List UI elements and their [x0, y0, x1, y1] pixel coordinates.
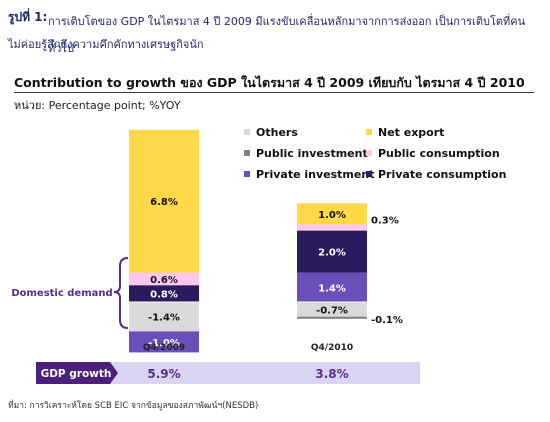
category-label-q4-2010: Q4/2010 [311, 343, 353, 353]
data-labels-layer: -1.4% -1.0% 0.8% 0.6% 6.8% -0.7% -0.1% 1.4% 2.0%… [148, 197, 403, 349]
legend-label-others: Others [256, 126, 298, 139]
bar-private-consumption-q4-2009 [129, 285, 199, 302]
data-label-private-investment-q4-2010: 1.4% [318, 283, 346, 294]
legend-swatch-public-investment [244, 150, 250, 156]
data-label-public-investment-q4-2010: -0.1% [371, 315, 403, 326]
source-footnote: ที่มา: การวิเคราะห์โดย SCB EIC จากข้อมูล… [8, 401, 259, 411]
bar-net-export-q4-2010 [297, 203, 367, 225]
bar-private-investment-q4-2009 [129, 331, 199, 353]
figure-caption-continued: ไม่ค่อยรู้สึกถึงความคึกคักทางเศรษฐกิจนัก [8, 38, 204, 51]
legend-swatch-private-consumption [366, 171, 372, 177]
data-label-private-consumption-q4-2010: 2.0% [318, 248, 346, 259]
gdp-growth-value-q4-2009: 5.9% [147, 367, 180, 381]
legend-swatch-public-consumption [366, 150, 372, 156]
chart-unit: หน่วย: Percentage point; %YOY [14, 99, 181, 112]
bar-others-q4-2010 [297, 302, 367, 317]
gdp-growth-label: GDP growth [41, 368, 112, 380]
data-label-private-investment-q4-2009: -1.0% [148, 338, 180, 349]
gdp-growth-band [36, 362, 420, 384]
chart-title: Contribution to growth ของ GDP ในไตรมาส … [14, 75, 525, 90]
data-label-net-export-q4-2009: 6.8% [150, 197, 178, 208]
domestic-demand-bracket [113, 257, 129, 329]
data-label-public-consumption-q4-2009: 0.6% [150, 275, 178, 286]
bar-others-q4-2009 [129, 302, 199, 332]
bar-public-consumption-q4-2010 [297, 224, 367, 231]
legend: Others Net export Public investment Public … [244, 126, 506, 181]
legend-swatch-net-export [366, 129, 372, 135]
domestic-demand-label: Domestic demand [11, 288, 112, 299]
legend-label-public-investment: Public investment [256, 147, 368, 160]
data-label-private-consumption-q4-2009: 0.8% [150, 290, 178, 301]
bar-private-consumption-q4-2010 [297, 230, 367, 273]
legend-swatch-others [244, 129, 250, 135]
bar-public-investment-q4-2010 [297, 316, 367, 319]
legend-label-private-consumption: Private consumption [378, 168, 506, 181]
bar-net-export-q4-2009 [129, 129, 199, 273]
data-label-others-q4-2010: -0.7% [316, 305, 348, 316]
bar-private-investment-q4-2010 [297, 272, 367, 302]
gdp-growth-value-q4-2010: 3.8% [315, 367, 348, 381]
bars-layer [126, 129, 372, 353]
data-label-others-q4-2009: -1.4% [148, 313, 180, 324]
legend-swatch-private-investment [244, 171, 250, 177]
figure-caption: การเติบโตของ GDP ในไตรมาส 4 ปี 2009 มีแร… [48, 15, 526, 55]
category-label-q4-2009: Q4/2009 [143, 343, 185, 353]
data-label-net-export-q4-2010: 1.0% [318, 210, 346, 221]
bar-public-consumption-q4-2009 [129, 272, 199, 286]
data-label-public-consumption-q4-2010: 0.3% [371, 215, 399, 226]
title-divider [14, 92, 534, 93]
legend-label-private-investment: Private investment [256, 168, 374, 181]
gdp-growth-tag [36, 362, 118, 384]
figure-label: รูปที่ 1: [8, 10, 48, 24]
legend-label-public-consumption: Public consumption [378, 147, 500, 160]
legend-label-net-export: Net export [378, 126, 444, 139]
